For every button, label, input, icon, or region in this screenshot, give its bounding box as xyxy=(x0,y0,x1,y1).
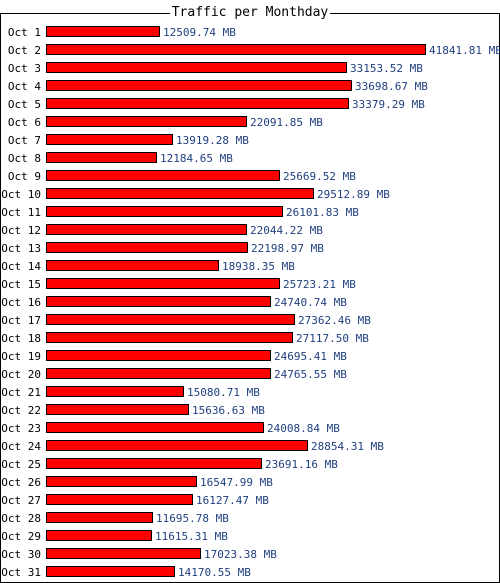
category-label: Oct 11 xyxy=(1,206,41,219)
bar xyxy=(46,80,352,91)
category-label: Oct 10 xyxy=(1,188,41,201)
value-label: 23691.16 MB xyxy=(265,458,338,471)
bar xyxy=(46,224,247,235)
category-label: Oct 19 xyxy=(1,350,41,363)
category-label: Oct 25 xyxy=(1,458,41,471)
category-label: Oct 3 xyxy=(8,62,41,75)
bar xyxy=(46,296,271,307)
bar xyxy=(46,188,314,199)
value-label: 18938.35 MB xyxy=(222,260,295,273)
value-label: 22198.97 MB xyxy=(251,242,324,255)
bar xyxy=(46,494,193,505)
bar xyxy=(46,404,189,415)
bar xyxy=(46,476,197,487)
value-label: 16127.47 MB xyxy=(196,494,269,507)
category-label: Oct 29 xyxy=(1,530,41,543)
category-label: Oct 6 xyxy=(8,116,41,129)
value-label: 24765.55 MB xyxy=(274,368,347,381)
value-label: 16547.99 MB xyxy=(200,476,273,489)
value-label: 11615.31 MB xyxy=(155,530,228,543)
bar xyxy=(46,548,201,559)
value-label: 14170.55 MB xyxy=(178,566,251,579)
category-label: Oct 1 xyxy=(8,26,41,39)
category-label: Oct 31 xyxy=(1,566,41,579)
bar xyxy=(46,350,271,361)
bar xyxy=(46,422,264,433)
category-label: Oct 28 xyxy=(1,512,41,525)
bar xyxy=(46,170,280,181)
chart-title: Traffic per Monthday xyxy=(169,5,331,20)
value-label: 27362.46 MB xyxy=(298,314,371,327)
bar xyxy=(46,458,262,469)
category-label: Oct 22 xyxy=(1,404,41,417)
value-label: 15636.63 MB xyxy=(192,404,265,417)
category-label: Oct 17 xyxy=(1,314,41,327)
bar xyxy=(46,314,295,325)
value-label: 27117.50 MB xyxy=(296,332,369,345)
bar xyxy=(46,116,247,127)
category-label: Oct 9 xyxy=(8,170,41,183)
category-label: Oct 14 xyxy=(1,260,41,273)
value-label: 24695.41 MB xyxy=(274,350,347,363)
category-label: Oct 15 xyxy=(1,278,41,291)
bar xyxy=(46,26,160,37)
category-label: Oct 24 xyxy=(1,440,41,453)
category-label: Oct 2 xyxy=(8,44,41,57)
category-label: Oct 5 xyxy=(8,98,41,111)
value-label: 25669.52 MB xyxy=(283,170,356,183)
bar xyxy=(46,260,219,271)
value-label: 24008.84 MB xyxy=(267,422,340,435)
value-label: 25723.21 MB xyxy=(283,278,356,291)
category-label: Oct 4 xyxy=(8,80,41,93)
bar xyxy=(46,206,283,217)
value-label: 15080.71 MB xyxy=(187,386,260,399)
bar xyxy=(46,62,347,73)
category-label: Oct 26 xyxy=(1,476,41,489)
category-label: Oct 30 xyxy=(1,548,41,561)
value-label: 17023.38 MB xyxy=(204,548,277,561)
bar xyxy=(46,566,175,577)
value-label: 33379.29 MB xyxy=(352,98,425,111)
value-label: 22091.85 MB xyxy=(250,116,323,129)
category-label: Oct 7 xyxy=(8,134,41,147)
value-label: 22044.22 MB xyxy=(250,224,323,237)
bar xyxy=(46,368,271,379)
category-label: Oct 21 xyxy=(1,386,41,399)
category-label: Oct 12 xyxy=(1,224,41,237)
bar xyxy=(46,242,248,253)
value-label: 33153.52 MB xyxy=(350,62,423,75)
category-label: Oct 16 xyxy=(1,296,41,309)
bar xyxy=(46,44,426,55)
category-label: Oct 18 xyxy=(1,332,41,345)
value-label: 11695.78 MB xyxy=(156,512,229,525)
bar xyxy=(46,386,184,397)
bar xyxy=(46,332,293,343)
bar xyxy=(46,134,173,145)
bar xyxy=(46,530,152,541)
bar xyxy=(46,98,349,109)
category-label: Oct 20 xyxy=(1,368,41,381)
value-label: 12509.74 MB xyxy=(163,26,236,39)
value-label: 28854.31 MB xyxy=(311,440,384,453)
value-label: 33698.67 MB xyxy=(355,80,428,93)
category-label: Oct 27 xyxy=(1,494,41,507)
bar xyxy=(46,152,157,163)
value-label: 29512.89 MB xyxy=(317,188,390,201)
bar xyxy=(46,278,280,289)
bar xyxy=(46,512,153,523)
value-label: 41841.81 MB xyxy=(429,44,500,57)
category-label: Oct 8 xyxy=(8,152,41,165)
category-label: Oct 13 xyxy=(1,242,41,255)
category-label: Oct 23 xyxy=(1,422,41,435)
value-label: 13919.28 MB xyxy=(176,134,249,147)
bar xyxy=(46,440,308,451)
value-label: 24740.74 MB xyxy=(274,296,347,309)
value-label: 12184.65 MB xyxy=(160,152,233,165)
value-label: 26101.83 MB xyxy=(286,206,359,219)
